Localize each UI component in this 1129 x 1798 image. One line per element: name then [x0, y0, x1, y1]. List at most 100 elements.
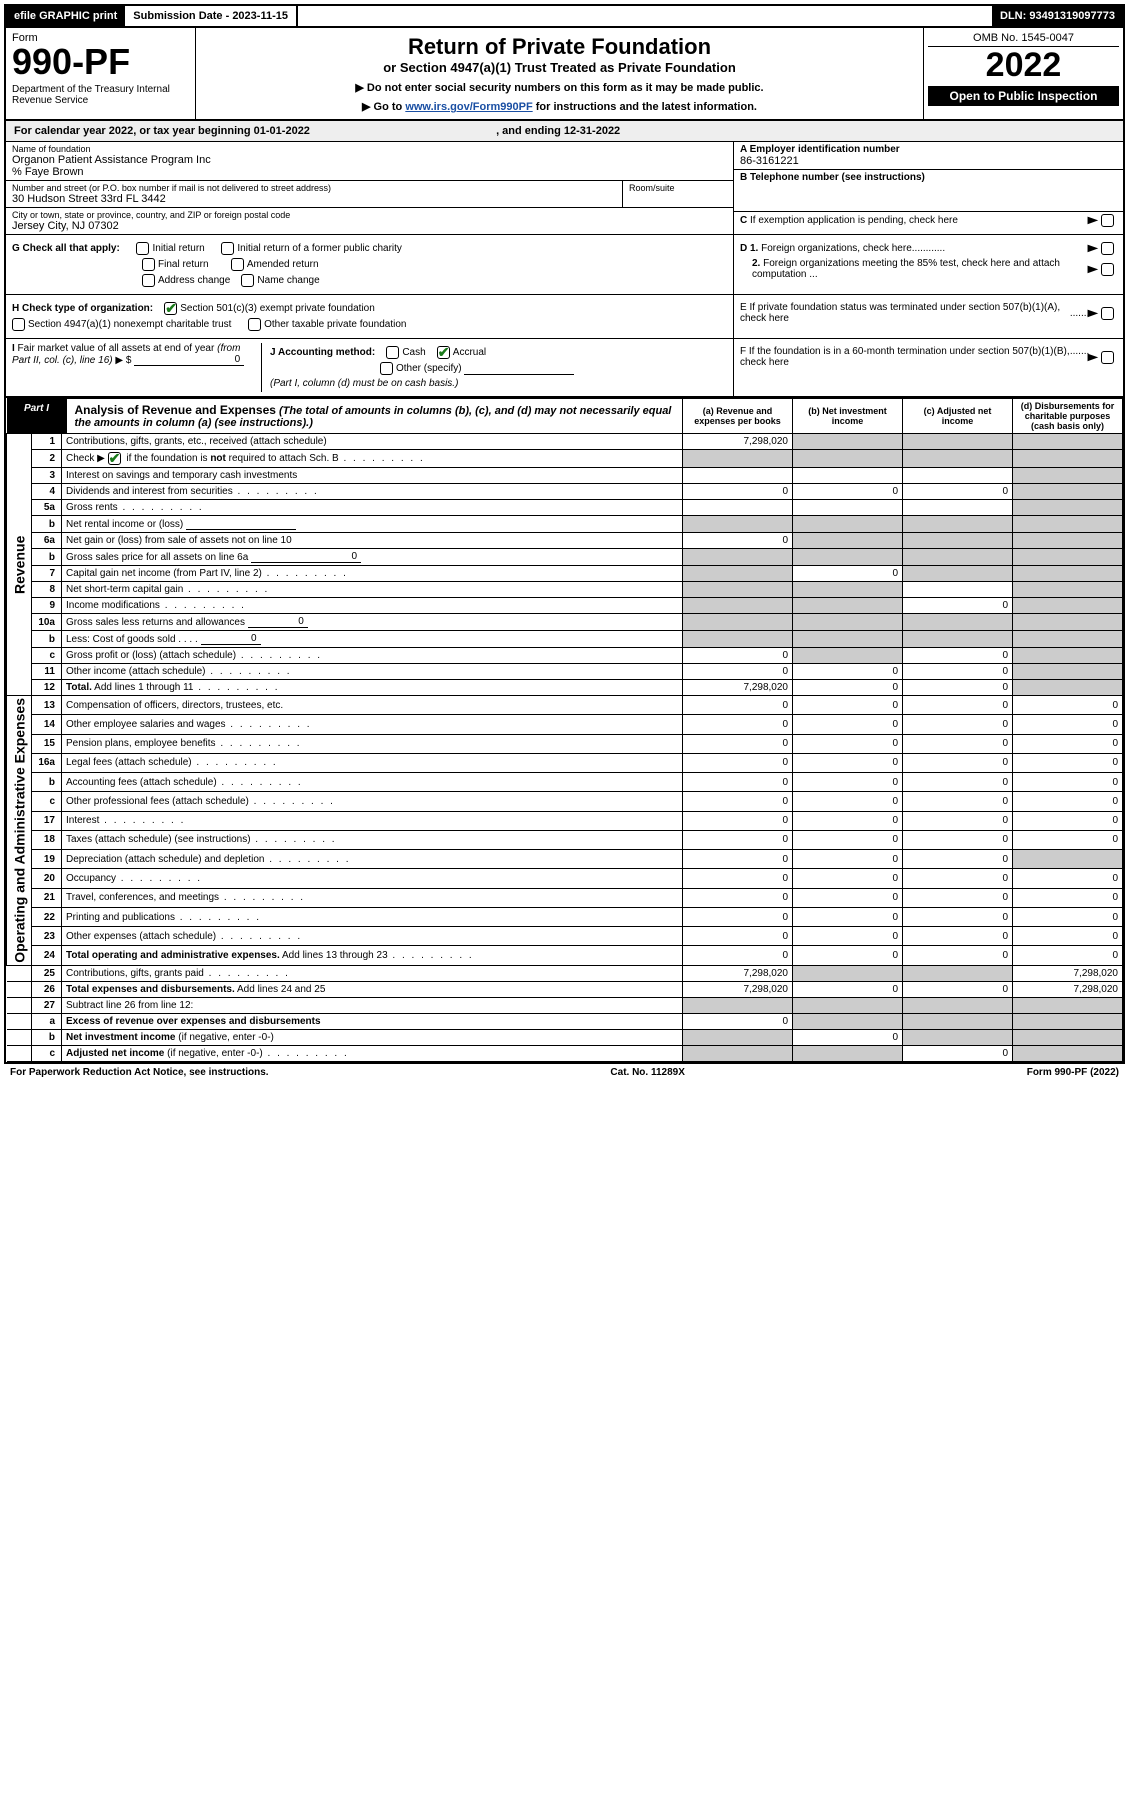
j-label: J Accounting method:	[270, 347, 375, 358]
table-row: aExcess of revenue over expenses and dis…	[7, 1013, 1123, 1029]
ein-label: A Employer identification number	[740, 144, 900, 155]
table-row: bAccounting fees (attach schedule)0000	[7, 773, 1123, 792]
col-c-hdr: (c) Adjusted net income	[903, 399, 1013, 434]
form-note-1: ▶ Do not enter social security numbers o…	[206, 81, 913, 94]
d1-checkbox[interactable]	[1101, 242, 1114, 255]
c-checkbox[interactable]	[1101, 214, 1114, 227]
table-row: 2 Check ▶ if the foundation is not requi…	[7, 450, 1123, 468]
col-a-hdr: (a) Revenue and expenses per books	[683, 399, 793, 434]
table-row: 4Dividends and interest from securities0…	[7, 484, 1123, 500]
table-row: cAdjusted net income (if negative, enter…	[7, 1045, 1123, 1061]
form-subtitle: or Section 4947(a)(1) Trust Treated as P…	[206, 60, 913, 75]
amended-return-checkbox[interactable]	[231, 258, 244, 271]
table-row: 18Taxes (attach schedule) (see instructi…	[7, 830, 1123, 849]
other-taxable-checkbox[interactable]	[248, 318, 261, 331]
form-number: 990-PF	[12, 44, 189, 80]
table-row: bNet investment income (if negative, ent…	[7, 1029, 1123, 1045]
care-of: % Faye Brown	[12, 166, 727, 178]
g-d-block: G Check all that apply: Initial return I…	[6, 235, 1123, 295]
form-container: efile GRAPHIC print Submission Date - 20…	[4, 4, 1125, 1064]
ein-value: 86-3161221	[740, 155, 1117, 167]
table-row: 14Other employee salaries and wages0000	[7, 715, 1123, 734]
501c3-checkbox[interactable]	[164, 302, 177, 315]
h-e-block: H Check type of organization: Section 50…	[6, 295, 1123, 339]
f-checkbox[interactable]	[1101, 351, 1114, 364]
table-row: 27Subtract line 26 from line 12:	[7, 997, 1123, 1013]
dln: DLN: 93491319097773	[992, 6, 1123, 26]
final-return-checkbox[interactable]	[142, 258, 155, 271]
table-row: 22Printing and publications0000	[7, 907, 1123, 926]
ijf-block: I Fair market value of all assets at end…	[6, 339, 1123, 398]
table-row: 7Capital gain net income (from Part IV, …	[7, 566, 1123, 582]
table-row: cOther professional fees (attach schedul…	[7, 792, 1123, 811]
table-row: cGross profit or (loss) (attach schedule…	[7, 648, 1123, 664]
footer-left: For Paperwork Reduction Act Notice, see …	[10, 1067, 269, 1078]
part1-badge: Part I	[7, 399, 67, 433]
table-row: 24Total operating and administrative exp…	[7, 946, 1123, 965]
cash-checkbox[interactable]	[386, 346, 399, 359]
initial-former-checkbox[interactable]	[221, 242, 234, 255]
part1-title: Analysis of Revenue and Expenses	[75, 403, 276, 417]
open-to-public: Open to Public Inspection	[928, 86, 1119, 106]
table-row: 11Other income (attach schedule)000	[7, 664, 1123, 680]
4947-checkbox[interactable]	[12, 318, 25, 331]
table-row: 26Total expenses and disbursements. Add …	[7, 981, 1123, 997]
calendar-year-row: For calendar year 2022, or tax year begi…	[6, 121, 1123, 142]
col-d-hdr: (d) Disbursements for charitable purpose…	[1013, 399, 1123, 434]
table-row: 19Depreciation (attach schedule) and dep…	[7, 850, 1123, 869]
efile-badge: efile GRAPHIC print	[6, 6, 125, 26]
e-label: E If private foundation status was termi…	[740, 302, 1070, 324]
h-label: H Check type of organization:	[12, 303, 153, 314]
f-label: F If the foundation is in a 60-month ter…	[740, 346, 1070, 368]
table-row: bGross sales price for all assets on lin…	[7, 549, 1123, 566]
form-instructions-link[interactable]: www.irs.gov/Form990PF	[405, 101, 532, 113]
accrual-checkbox[interactable]	[437, 346, 450, 359]
e-checkbox[interactable]	[1101, 307, 1114, 320]
city-state-zip: Jersey City, NJ 07302	[12, 220, 727, 232]
table-row: 23Other expenses (attach schedule)0000	[7, 927, 1123, 946]
fmv-value: 0	[134, 354, 244, 366]
table-row: 3Interest on savings and temporary cash …	[7, 468, 1123, 484]
table-row: 9Income modifications0	[7, 598, 1123, 614]
c-label: If exemption application is pending, che…	[750, 215, 958, 226]
foundation-name: Organon Patient Assistance Program Inc	[12, 154, 727, 166]
footer-right: Form 990-PF (2022)	[1027, 1067, 1119, 1078]
j-note: (Part I, column (d) must be on cash basi…	[270, 378, 458, 389]
expenses-side-label: Operating and Administrative Expenses	[7, 696, 32, 966]
table-row: 25Contributions, gifts, grants paid7,298…	[7, 965, 1123, 981]
room-label: Room/suite	[629, 183, 727, 193]
other-method-checkbox[interactable]	[380, 362, 393, 375]
omb-number: OMB No. 1545-0047	[928, 32, 1119, 47]
form-title: Return of Private Foundation	[206, 34, 913, 60]
schb-checkbox[interactable]	[108, 452, 121, 465]
table-row: 15Pension plans, employee benefits0000	[7, 734, 1123, 753]
topbar: efile GRAPHIC print Submission Date - 20…	[6, 6, 1123, 28]
table-row: 5aGross rents	[7, 500, 1123, 516]
page-footer: For Paperwork Reduction Act Notice, see …	[4, 1064, 1125, 1081]
table-row: 17Interest0000	[7, 811, 1123, 830]
table-row: 10aGross sales less returns and allowanc…	[7, 614, 1123, 631]
form-header: Form 990-PF Department of the Treasury I…	[6, 28, 1123, 121]
name-change-checkbox[interactable]	[241, 274, 254, 287]
addr-label: Number and street (or P.O. box number if…	[12, 183, 616, 193]
tax-year: 2022	[928, 47, 1119, 84]
table-row: Revenue 1Contributions, gifts, grants, e…	[7, 434, 1123, 450]
name-label: Name of foundation	[12, 144, 727, 154]
identity-block: Name of foundation Organon Patient Assis…	[6, 142, 1123, 235]
table-row: Operating and Administrative Expenses 13…	[7, 696, 1123, 715]
col-b-hdr: (b) Net investment income	[793, 399, 903, 434]
city-label: City or town, state or province, country…	[12, 210, 727, 220]
footer-mid: Cat. No. 11289X	[610, 1067, 684, 1078]
table-row: 20Occupancy0000	[7, 869, 1123, 888]
phone-label: B Telephone number (see instructions)	[740, 172, 925, 183]
department: Department of the Treasury Internal Reve…	[12, 84, 189, 106]
submission-date: Submission Date - 2023-11-15	[125, 6, 298, 26]
d2-checkbox[interactable]	[1101, 263, 1114, 276]
table-row: 12Total. Add lines 1 through 117,298,020…	[7, 680, 1123, 696]
address-change-checkbox[interactable]	[142, 274, 155, 287]
initial-return-checkbox[interactable]	[136, 242, 149, 255]
g-label: G Check all that apply:	[12, 243, 120, 254]
revenue-side-label: Revenue	[7, 434, 32, 696]
table-row: 8Net short-term capital gain	[7, 582, 1123, 598]
table-row: bLess: Cost of goods sold . . . . 0	[7, 631, 1123, 648]
